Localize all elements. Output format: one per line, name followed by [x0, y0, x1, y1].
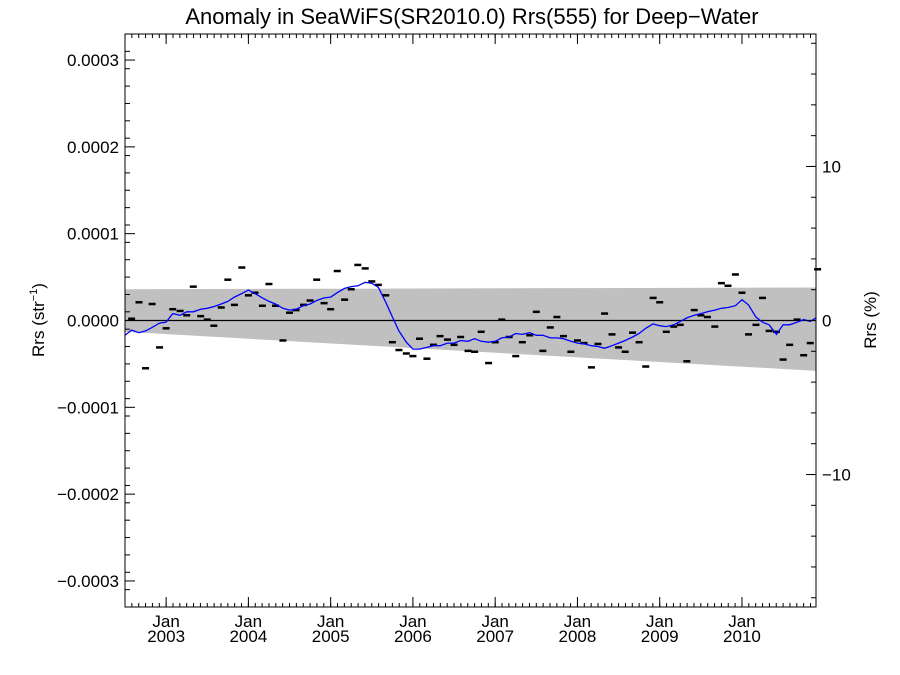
- y-right-tick-label-2: −10: [822, 466, 851, 485]
- x-tick-month-4: Jan: [481, 612, 508, 631]
- x-tick-month-5: Jan: [564, 612, 591, 631]
- uncertainty-band: [125, 287, 816, 371]
- y-left-tick-label-3: 0.0000: [67, 312, 119, 331]
- x-tick-year-5: 2008: [559, 627, 597, 646]
- chart-title: Anomaly in SeaWiFS(SR2010.0) Rrs(555) fo…: [185, 4, 758, 29]
- x-tick-year-7: 2010: [723, 627, 761, 646]
- x-tick-month-2: Jan: [317, 612, 344, 631]
- x-tick-month-0: Jan: [152, 612, 179, 631]
- x-tick-year-4: 2007: [476, 627, 514, 646]
- y-right-tick-label-0: 10: [822, 157, 841, 176]
- y-left-tick-label-2: 0.0001: [67, 225, 119, 244]
- y-axis-left-label: Rrs (str−1): [28, 283, 48, 357]
- x-tick-year-0: 2003: [147, 627, 185, 646]
- y-left-tick-label-0: 0.0003: [67, 51, 119, 70]
- x-tick-month-7: Jan: [728, 612, 755, 631]
- smoothed-series-line: [124, 281, 817, 350]
- x-tick-year-1: 2004: [229, 627, 267, 646]
- y-left-tick-label-4: −0.0001: [57, 398, 119, 417]
- y-axis-right-label: Rrs (%): [861, 291, 880, 349]
- x-tick-month-6: Jan: [646, 612, 673, 631]
- y-left-tick-label-1: 0.0002: [67, 138, 119, 157]
- x-tick-year-6: 2009: [641, 627, 679, 646]
- x-tick-year-2: 2005: [312, 627, 350, 646]
- y-right-tick-label-1: 0: [822, 312, 831, 331]
- y-left-tick-label-5: −0.0002: [57, 485, 119, 504]
- plot-area: [124, 33, 822, 608]
- y-left-tick-label-6: −0.0003: [57, 572, 119, 591]
- x-tick-month-3: Jan: [399, 612, 426, 631]
- x-tick-month-1: Jan: [235, 612, 262, 631]
- x-tick-year-3: 2006: [394, 627, 432, 646]
